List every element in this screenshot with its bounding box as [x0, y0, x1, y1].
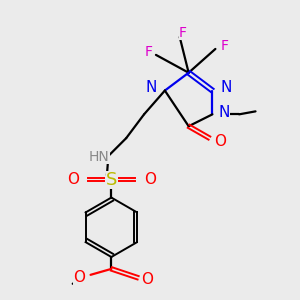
Text: O: O [67, 172, 79, 187]
Text: S: S [106, 171, 117, 189]
Text: O: O [141, 272, 153, 287]
Text: O: O [144, 172, 156, 187]
Text: F: F [179, 26, 187, 40]
Text: N: N [220, 80, 232, 95]
Text: O: O [214, 134, 226, 148]
Text: N: N [146, 80, 157, 95]
Text: O: O [73, 270, 85, 285]
Text: HN: HN [89, 150, 110, 164]
Text: F: F [220, 39, 228, 53]
Text: N: N [219, 105, 230, 120]
Text: F: F [145, 45, 152, 59]
